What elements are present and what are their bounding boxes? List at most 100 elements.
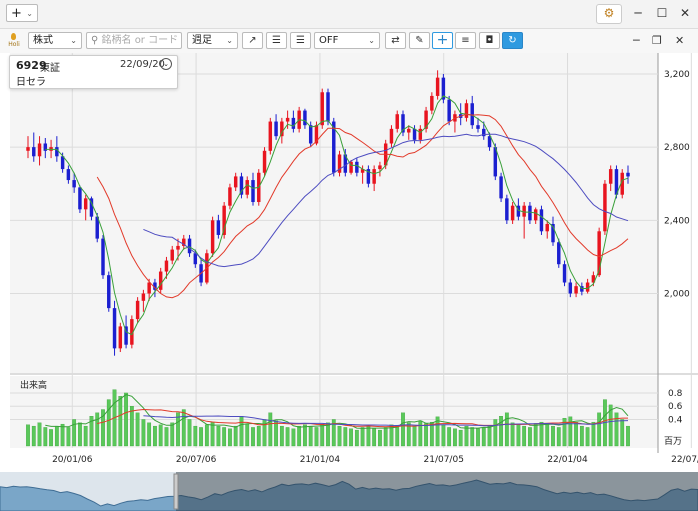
volume-bar bbox=[487, 425, 492, 447]
candle-body bbox=[303, 110, 307, 126]
volume-bar bbox=[279, 425, 284, 447]
candle-body bbox=[55, 147, 59, 157]
volume-bar bbox=[49, 429, 53, 447]
candle-body bbox=[539, 209, 544, 232]
candle-body bbox=[233, 176, 238, 188]
volume-bar bbox=[354, 429, 359, 447]
candle-body bbox=[551, 223, 555, 243]
candle-body bbox=[141, 293, 146, 301]
candle-body bbox=[412, 128, 417, 140]
volume-bar bbox=[556, 427, 561, 447]
candle-body bbox=[574, 286, 578, 294]
volume-bar bbox=[406, 422, 411, 447]
candle-body bbox=[193, 253, 198, 265]
volume-bar bbox=[141, 419, 146, 447]
candle-body bbox=[158, 271, 163, 290]
volume-bar bbox=[349, 428, 353, 447]
volume-bar bbox=[597, 412, 602, 447]
candle-body bbox=[262, 150, 267, 173]
y-tick-label: 2,400 bbox=[664, 216, 690, 226]
candles bbox=[26, 70, 630, 356]
maximize-button[interactable]: ☐ bbox=[656, 6, 668, 20]
market-type-select[interactable]: 株式 ⌄ bbox=[28, 32, 82, 49]
volume-bar bbox=[493, 419, 498, 447]
volume-bar bbox=[418, 420, 423, 447]
volume-bar bbox=[43, 427, 48, 447]
volume-bar bbox=[320, 424, 325, 447]
volume-bar bbox=[533, 423, 538, 447]
range-navigator[interactable] bbox=[0, 472, 698, 511]
candle-body bbox=[401, 114, 405, 133]
volume-bar bbox=[401, 412, 405, 447]
crosshair-icon: + bbox=[436, 32, 449, 48]
volume-bar bbox=[308, 425, 313, 447]
close-button[interactable]: ✕ bbox=[679, 6, 691, 20]
candle-body bbox=[626, 172, 630, 177]
candle-body bbox=[568, 282, 573, 294]
shuffle-button[interactable]: ⇄ bbox=[385, 32, 406, 49]
candle-body bbox=[464, 103, 469, 118]
align-left-button[interactable]: ☰ bbox=[266, 32, 287, 49]
volume-bar bbox=[153, 425, 157, 447]
candle-body bbox=[493, 147, 498, 177]
volume-bar bbox=[274, 420, 278, 447]
minimize-button[interactable]: ─ bbox=[634, 6, 642, 20]
add-tab-button[interactable]: + ⌄ bbox=[6, 4, 38, 22]
settings-list-button[interactable]: ≡ bbox=[455, 32, 476, 49]
sliders-icon: ≡ bbox=[461, 35, 470, 46]
chevron-down-icon: ⌄ bbox=[70, 36, 77, 45]
indicator-select[interactable]: OFF ⌄ bbox=[314, 32, 380, 49]
navigator-handle[interactable] bbox=[173, 473, 179, 510]
candle-body bbox=[430, 95, 434, 111]
candle-body bbox=[130, 319, 134, 345]
screenshot-button[interactable]: ◘ bbox=[479, 32, 500, 49]
candle-body bbox=[499, 176, 503, 199]
candle-body bbox=[37, 143, 42, 157]
candle-body bbox=[597, 231, 601, 276]
candle-body bbox=[482, 128, 486, 137]
volume-bar bbox=[285, 427, 290, 447]
candle-body bbox=[505, 198, 509, 221]
volume-bar bbox=[516, 424, 521, 447]
search-input[interactable]: ⚲ 銘柄名 or コード bbox=[86, 32, 182, 49]
volume-bar bbox=[429, 421, 434, 447]
plot-area bbox=[10, 53, 658, 373]
volume-bar bbox=[331, 419, 336, 447]
draw-button[interactable]: ✎ bbox=[409, 32, 430, 49]
volume-bar bbox=[545, 424, 550, 447]
align-right-button[interactable]: ☰ bbox=[290, 32, 311, 49]
candle-body bbox=[614, 169, 619, 195]
candle-body bbox=[135, 300, 140, 320]
candle-body bbox=[343, 154, 348, 173]
candle-body bbox=[285, 117, 290, 122]
volume-bar bbox=[447, 427, 452, 447]
volume-bar bbox=[504, 412, 509, 447]
moving-averages bbox=[45, 95, 629, 336]
volume-bar bbox=[135, 412, 140, 447]
candle-body bbox=[366, 169, 371, 184]
x-tick-label: 20/07/06 bbox=[176, 455, 217, 465]
candle-body bbox=[170, 249, 174, 261]
chevron-down-icon[interactable]: ⌄ bbox=[160, 58, 172, 70]
refresh-button[interactable]: ↻ bbox=[502, 32, 523, 49]
candle-body bbox=[26, 147, 30, 151]
volume-bar bbox=[383, 427, 388, 447]
stock-name: 日セラ bbox=[16, 77, 46, 88]
trendline-tool-button[interactable]: ↗ bbox=[242, 32, 263, 49]
chart-toolbar: Holi 株式 ⌄ ⚲ 銘柄名 or コード 週足 ⌄ ↗ ☰ ☰ OFF ⌄ ⇄ ✎… bbox=[0, 29, 698, 54]
panel-close-button[interactable]: ✕ bbox=[675, 34, 685, 47]
candle-body bbox=[620, 172, 624, 195]
panel-restore-button[interactable]: ❐ bbox=[652, 34, 662, 47]
volume-bar bbox=[101, 409, 105, 447]
volume-bar bbox=[395, 425, 400, 447]
gear-icon[interactable]: ⚙ bbox=[596, 4, 622, 24]
volume-bar bbox=[464, 425, 469, 447]
crosshair-button[interactable]: + bbox=[432, 32, 453, 49]
volume-tick-label: 0.8 bbox=[668, 389, 683, 399]
panel-minimize-button[interactable]: ─ bbox=[633, 34, 640, 47]
volume-bar bbox=[147, 422, 152, 447]
volume-bar bbox=[574, 421, 578, 447]
volume-bar bbox=[453, 428, 457, 447]
period-select[interactable]: 週足 ⌄ bbox=[187, 32, 238, 49]
